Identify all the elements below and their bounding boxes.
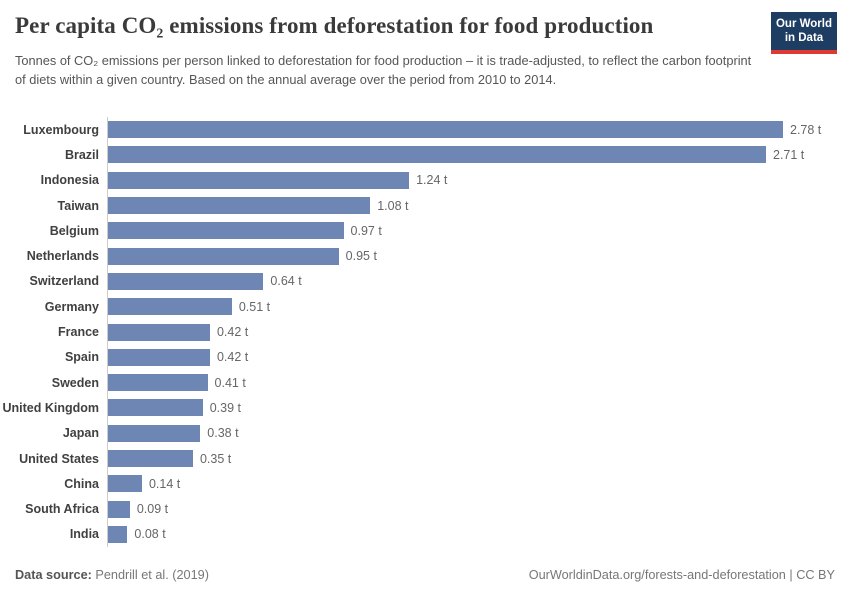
country-label: South Africa xyxy=(25,502,99,517)
bar-track: 0.95 t xyxy=(107,243,840,269)
credit-link[interactable]: OurWorldinData.org/forests-and-deforesta… xyxy=(528,568,835,582)
owid-logo-line2: in Data xyxy=(784,31,824,44)
country-label: China xyxy=(64,476,99,491)
data-source-label: Data source: xyxy=(15,568,92,582)
bar-track: 0.14 t xyxy=(107,471,840,497)
chart-row: Japan 0.38 t xyxy=(0,420,840,446)
bar[interactable] xyxy=(108,475,142,493)
value-label: 0.39 t xyxy=(209,400,241,415)
bar[interactable] xyxy=(108,525,128,543)
bar-track: 0.64 t xyxy=(107,268,840,295)
value-label: 0.42 t xyxy=(216,325,249,340)
value-label: 0.08 t xyxy=(134,527,166,542)
bar-track: 0.38 t xyxy=(107,420,840,446)
bar[interactable] xyxy=(108,298,232,316)
value-label: 1.08 t xyxy=(377,198,409,213)
chart-row: India 0.08 t xyxy=(0,521,840,548)
country-label: Sweden xyxy=(51,375,99,390)
country-label: United Kingdom xyxy=(2,400,99,415)
country-label: Belgium xyxy=(49,223,99,238)
country-label: France xyxy=(58,325,99,340)
country-label: Taiwan xyxy=(57,198,99,213)
bar-track: 0.42 t xyxy=(107,319,840,345)
bar[interactable] xyxy=(108,424,201,442)
value-label: 0.35 t xyxy=(199,451,232,466)
bar-track: 2.71 t xyxy=(107,142,840,168)
chart-row: Indonesia 1.24 t xyxy=(0,167,840,193)
value-label: 0.51 t xyxy=(238,299,271,314)
chart-row: Brazil 2.71 t xyxy=(0,142,840,168)
bar-track: 2.78 t xyxy=(107,117,840,143)
bar-track: 0.09 t xyxy=(107,496,840,522)
value-label: 0.38 t xyxy=(207,426,239,441)
bar[interactable] xyxy=(108,323,210,341)
bar[interactable] xyxy=(108,374,208,392)
chart-row: Switzerland 0.64 t xyxy=(0,268,840,295)
bar-track: 0.51 t xyxy=(107,294,840,320)
value-label: 2.71 t xyxy=(773,147,805,162)
bar[interactable] xyxy=(108,247,339,265)
chart-title: Per capita CO₂ emissions from deforestat… xyxy=(15,13,654,38)
bar[interactable] xyxy=(108,348,210,366)
bar-track: 0.35 t xyxy=(107,445,840,472)
owid-logo-line1: Our World xyxy=(775,18,832,30)
country-label: Indonesia xyxy=(40,173,99,188)
bar-track: 0.97 t xyxy=(107,218,840,244)
value-label: 0.14 t xyxy=(148,476,181,491)
bar[interactable] xyxy=(108,500,130,518)
bar-track: 0.42 t xyxy=(107,344,840,370)
bar-track: 0.41 t xyxy=(107,369,840,396)
value-label: 0.42 t xyxy=(216,350,249,365)
country-label: Brazil xyxy=(64,147,99,162)
country-label: Germany xyxy=(44,299,99,314)
bar[interactable] xyxy=(108,146,766,164)
bar[interactable] xyxy=(108,450,193,467)
country-label: Japan xyxy=(62,426,99,441)
country-label: Spain xyxy=(64,350,99,365)
country-label: Luxembourg xyxy=(23,122,99,137)
bar-chart: Luxembourg 2.78 t Brazil 2.71 t Indonesia 1.2… xyxy=(0,117,840,548)
chart-row: Belgium 0.97 t xyxy=(0,218,840,244)
value-label: 0.97 t xyxy=(350,223,382,238)
value-label: 2.78 t xyxy=(790,122,822,137)
bar-track: 1.24 t xyxy=(107,167,840,193)
chart-row: United States 0.35 t xyxy=(0,445,840,472)
chart-subtitle: Tonnes of CO₂ emissions per person linke… xyxy=(15,53,752,87)
chart-row: China 0.14 t xyxy=(0,471,840,497)
bar[interactable] xyxy=(108,171,410,189)
bar-track: 1.08 t xyxy=(107,192,840,219)
bar-track: 0.08 t xyxy=(107,521,840,548)
value-label: 1.24 t xyxy=(416,173,448,188)
chart-row: Germany 0.51 t xyxy=(0,294,840,320)
chart-row: Taiwan 1.08 t xyxy=(0,192,840,219)
value-label: 0.09 t xyxy=(136,502,169,517)
country-label: United States xyxy=(19,451,99,466)
value-label: 0.64 t xyxy=(270,274,302,289)
country-label: Netherlands xyxy=(26,249,99,264)
chart-row: United Kingdom 0.39 t xyxy=(0,395,840,421)
country-label: Switzerland xyxy=(29,274,99,289)
chart-row: Spain 0.42 t xyxy=(0,344,840,370)
chart-row: Luxembourg 2.78 t xyxy=(0,117,840,143)
bar[interactable] xyxy=(108,197,371,215)
bar[interactable] xyxy=(108,222,344,240)
value-label: 0.95 t xyxy=(345,249,377,264)
chart-row: France 0.42 t xyxy=(0,319,840,345)
value-label: 0.41 t xyxy=(214,375,246,390)
bar[interactable] xyxy=(108,121,783,139)
bar-track: 0.39 t xyxy=(107,395,840,421)
country-label: India xyxy=(69,527,99,542)
owid-logo[interactable]: Our World in Data xyxy=(771,12,837,54)
chart-row: Sweden 0.41 t xyxy=(0,369,840,396)
chart-footer: Data source: Pendrill et al. (2019) OurW… xyxy=(15,568,835,582)
chart-row: Netherlands 0.95 t xyxy=(0,243,840,269)
bar[interactable] xyxy=(108,399,203,417)
data-source: Data source: Pendrill et al. (2019) xyxy=(15,568,209,582)
chart-row: South Africa 0.09 t xyxy=(0,496,840,522)
bar[interactable] xyxy=(108,272,264,290)
data-source-value: Pendrill et al. (2019) xyxy=(91,568,209,582)
